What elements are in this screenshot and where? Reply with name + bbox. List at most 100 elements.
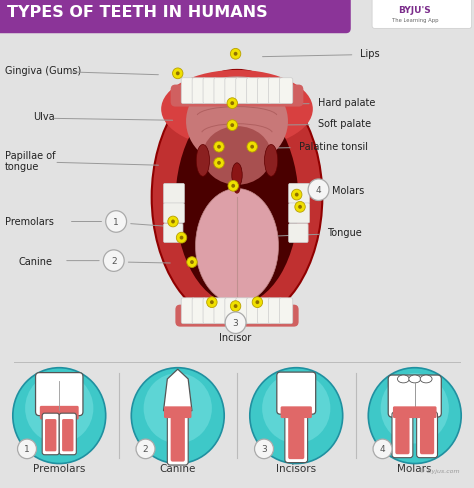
- Circle shape: [176, 72, 180, 76]
- Circle shape: [252, 297, 263, 308]
- FancyBboxPatch shape: [257, 79, 271, 104]
- Circle shape: [217, 162, 221, 165]
- Circle shape: [228, 181, 238, 192]
- FancyBboxPatch shape: [393, 407, 437, 418]
- Text: 4: 4: [316, 186, 321, 195]
- Text: The Learning App: The Learning App: [392, 18, 438, 23]
- Text: TYPES OF TEETH IN HUMANS: TYPES OF TEETH IN HUMANS: [7, 5, 268, 20]
- Ellipse shape: [264, 145, 278, 177]
- Circle shape: [103, 250, 124, 272]
- FancyBboxPatch shape: [246, 298, 260, 324]
- Circle shape: [176, 233, 187, 244]
- Ellipse shape: [202, 127, 271, 185]
- Text: Molars: Molars: [398, 464, 432, 473]
- Text: Ulva: Ulva: [33, 112, 55, 122]
- Text: 2: 2: [143, 445, 148, 453]
- Circle shape: [247, 142, 257, 153]
- Circle shape: [230, 301, 241, 312]
- FancyBboxPatch shape: [164, 203, 184, 224]
- FancyBboxPatch shape: [59, 413, 76, 455]
- FancyBboxPatch shape: [45, 419, 56, 451]
- FancyBboxPatch shape: [181, 298, 195, 324]
- FancyBboxPatch shape: [395, 417, 410, 454]
- FancyBboxPatch shape: [257, 298, 271, 324]
- Text: Lips: Lips: [360, 49, 380, 59]
- Circle shape: [227, 121, 237, 131]
- FancyBboxPatch shape: [285, 410, 308, 463]
- Text: Palatine tonsil: Palatine tonsil: [299, 142, 368, 151]
- FancyBboxPatch shape: [167, 410, 188, 465]
- FancyBboxPatch shape: [417, 412, 438, 458]
- Circle shape: [234, 53, 237, 57]
- Text: Canine: Canine: [160, 464, 196, 473]
- FancyBboxPatch shape: [192, 79, 206, 104]
- Text: Papillae of
tongue: Papillae of tongue: [5, 150, 55, 172]
- FancyBboxPatch shape: [203, 298, 217, 324]
- FancyBboxPatch shape: [164, 224, 183, 243]
- Circle shape: [25, 373, 93, 444]
- Text: 3: 3: [233, 319, 238, 327]
- Ellipse shape: [409, 375, 421, 383]
- Circle shape: [106, 211, 127, 233]
- Circle shape: [250, 145, 254, 149]
- Circle shape: [292, 190, 302, 201]
- Ellipse shape: [175, 100, 299, 305]
- FancyBboxPatch shape: [42, 413, 59, 455]
- FancyBboxPatch shape: [289, 184, 310, 204]
- FancyBboxPatch shape: [164, 407, 191, 418]
- Circle shape: [308, 180, 329, 201]
- Ellipse shape: [186, 77, 288, 167]
- Text: Soft palate: Soft palate: [318, 119, 371, 128]
- Text: Gingiva (Gums): Gingiva (Gums): [5, 66, 81, 76]
- Circle shape: [207, 297, 217, 308]
- Circle shape: [234, 305, 237, 308]
- FancyBboxPatch shape: [40, 406, 79, 420]
- Text: Canine: Canine: [19, 256, 53, 266]
- Circle shape: [131, 368, 224, 464]
- Circle shape: [255, 439, 273, 459]
- FancyBboxPatch shape: [164, 184, 184, 204]
- Text: Premolars: Premolars: [33, 464, 85, 473]
- Circle shape: [210, 301, 214, 305]
- Text: 3: 3: [261, 445, 267, 453]
- FancyBboxPatch shape: [171, 85, 303, 107]
- FancyBboxPatch shape: [289, 203, 310, 224]
- FancyBboxPatch shape: [192, 298, 206, 324]
- Text: Premolars: Premolars: [5, 217, 54, 227]
- FancyBboxPatch shape: [279, 79, 293, 104]
- Text: Hard palate: Hard palate: [318, 98, 375, 107]
- FancyBboxPatch shape: [281, 407, 312, 418]
- Circle shape: [230, 102, 234, 106]
- Circle shape: [295, 202, 305, 213]
- Circle shape: [227, 99, 237, 109]
- Circle shape: [231, 184, 235, 188]
- Circle shape: [262, 373, 330, 444]
- FancyBboxPatch shape: [388, 375, 441, 417]
- Polygon shape: [164, 369, 192, 411]
- Text: Incisor: Incisor: [219, 333, 252, 343]
- Circle shape: [368, 368, 461, 464]
- Circle shape: [214, 158, 224, 169]
- Text: BYJU'S: BYJU'S: [398, 6, 431, 15]
- Circle shape: [217, 145, 221, 149]
- Circle shape: [18, 439, 36, 459]
- Circle shape: [230, 49, 241, 60]
- FancyBboxPatch shape: [372, 0, 472, 29]
- FancyBboxPatch shape: [236, 79, 250, 104]
- Text: 4: 4: [380, 445, 385, 453]
- FancyBboxPatch shape: [171, 416, 185, 462]
- FancyBboxPatch shape: [36, 373, 83, 416]
- Circle shape: [190, 261, 194, 264]
- FancyBboxPatch shape: [236, 298, 249, 324]
- Circle shape: [171, 220, 175, 224]
- FancyBboxPatch shape: [268, 79, 282, 104]
- Circle shape: [136, 439, 155, 459]
- FancyBboxPatch shape: [225, 79, 239, 104]
- Ellipse shape: [152, 71, 322, 325]
- Circle shape: [295, 193, 299, 197]
- Text: 2: 2: [111, 257, 117, 265]
- Text: Tongue: Tongue: [327, 228, 362, 238]
- Circle shape: [255, 301, 259, 305]
- FancyBboxPatch shape: [246, 79, 260, 104]
- Ellipse shape: [161, 71, 313, 149]
